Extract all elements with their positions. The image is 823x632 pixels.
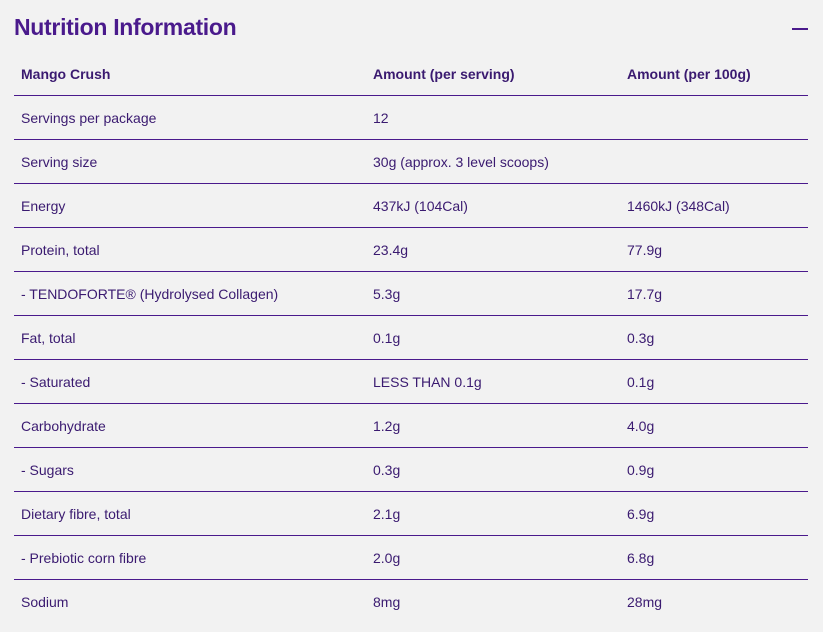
table-row: - Prebiotic corn fibre 2.0g 6.8g [14, 535, 808, 580]
nutrient-name: - Prebiotic corn fibre [14, 535, 366, 580]
nutrient-name: Protein, total [14, 227, 366, 272]
table-row: - Sugars 0.3g 0.9g [14, 447, 808, 492]
table-row: Dietary fibre, total 2.1g 6.9g [14, 491, 808, 536]
nutrient-name: Energy [14, 183, 366, 228]
amount-per-100g [620, 95, 808, 140]
amount-per-100g: 6.9g [620, 491, 808, 536]
table-row: Carbohydrate 1.2g 4.0g [14, 403, 808, 448]
amount-per-serving: 23.4g [366, 227, 620, 272]
column-header-product: Mango Crush [14, 52, 366, 96]
table-row: Protein, total 23.4g 77.9g [14, 227, 808, 272]
amount-per-100g: 4.0g [620, 403, 808, 448]
amount-per-serving: 1.2g [366, 403, 620, 448]
amount-per-100g: 28mg [627, 593, 663, 610]
amount-per-serving: 12 [366, 95, 620, 140]
amount-per-serving: 5.3g [366, 271, 620, 316]
nutrition-table: Mango Crush Amount (per serving) Amount … [14, 52, 808, 623]
amount-per-serving: 0.1g [366, 315, 620, 360]
amount-per-100g: 6.8g [620, 535, 808, 580]
amount-per-100g: 0.1g [620, 359, 808, 404]
amount-per-serving: 2.1g [366, 491, 620, 536]
amount-per-100g [620, 139, 808, 184]
nutrient-name: - TENDOFORTE® (Hydrolysed Collagen) [14, 271, 366, 316]
nutrient-name: Fat, total [14, 315, 366, 360]
nutrient-name: Sodium [21, 593, 69, 610]
page-title: Nutrition Information [14, 14, 237, 40]
amount-per-100g: 0.3g [620, 315, 808, 360]
amount-per-serving: 8mg [373, 593, 401, 610]
amount-per-100g: 1460kJ (348Cal) [620, 183, 808, 228]
amount-per-100g: 0.9g [620, 447, 808, 492]
column-header-per-serving: Amount (per serving) [366, 52, 620, 96]
amount-per-serving: 437kJ (104Cal) [366, 183, 620, 228]
amount-per-serving: 2.0g [366, 535, 620, 580]
amount-per-serving: 0.3g [366, 447, 620, 492]
minus-icon [792, 28, 808, 30]
table-row: - TENDOFORTE® (Hydrolysed Collagen) 5.3g… [14, 271, 808, 316]
amount-per-100g: 77.9g [620, 227, 808, 272]
nutrient-name: Servings per package [14, 95, 366, 140]
column-header-per-100g: Amount (per 100g) [620, 52, 808, 96]
table-row: Fat, total 0.1g 0.3g [14, 315, 808, 360]
table-row: Energy 437kJ (104Cal) 1460kJ (348Cal) [14, 183, 808, 228]
collapse-button[interactable] [791, 20, 809, 36]
amount-per-serving: LESS THAN 0.1g [366, 359, 620, 404]
amount-per-serving: 30g (approx. 3 level scoops) [366, 139, 620, 184]
nutrition-header: Nutrition Information [14, 12, 809, 44]
table-header-row: Mango Crush Amount (per serving) Amount … [14, 52, 808, 96]
nutrient-name: Carbohydrate [14, 403, 366, 448]
table-row: Sodium 8mg 28mg [14, 580, 808, 624]
table-row: - Saturated LESS THAN 0.1g 0.1g [14, 359, 808, 404]
table-row: Serving size 30g (approx. 3 level scoops… [14, 139, 808, 184]
table-row: Servings per package 12 [14, 95, 808, 140]
amount-per-100g: 17.7g [620, 271, 808, 316]
nutrient-name: - Saturated [14, 359, 366, 404]
nutrient-name: - Sugars [14, 447, 366, 492]
nutrient-name: Serving size [14, 139, 366, 184]
nutrient-name: Dietary fibre, total [14, 491, 366, 536]
